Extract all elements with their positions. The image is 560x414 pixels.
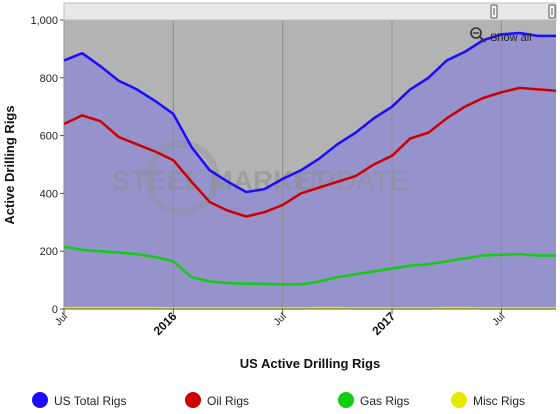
legend-label: US Total Rigs [54,394,126,408]
legend-marker [338,392,354,408]
y-tick-label: 600 [40,131,58,143]
show-all-label: Show all [490,32,532,44]
x-tick-label: 2016 [151,309,180,338]
legend-label: Gas Rigs [360,394,409,408]
x-tick-label: 2017 [369,309,398,338]
y-tick-label: 1,000 [30,15,58,27]
y-tick-label: 400 [40,188,58,200]
legend-marker [185,392,201,408]
navigator-track[interactable] [64,3,556,20]
legend-marker [451,392,467,408]
legend: US Total Rigs Oil Rigs Gas Rigs Misc Rigs [32,392,525,408]
navigator [64,3,556,20]
y-tick-label: 0 [52,304,58,316]
legend-label: Oil Rigs [207,394,249,408]
y-tick-label: 200 [40,246,58,258]
x-tick-label: Jul [272,311,289,328]
y-axis-title: Active Drilling Rigs [2,105,17,224]
x-axis-title: US Active Drilling Rigs [240,356,380,371]
y-tick-label: 800 [40,73,58,85]
x-tick-label: Jul [491,311,508,328]
watermark-light-text: UPDATE [297,165,409,196]
legend-marker [32,392,48,408]
legend-label: Misc Rigs [473,394,525,408]
